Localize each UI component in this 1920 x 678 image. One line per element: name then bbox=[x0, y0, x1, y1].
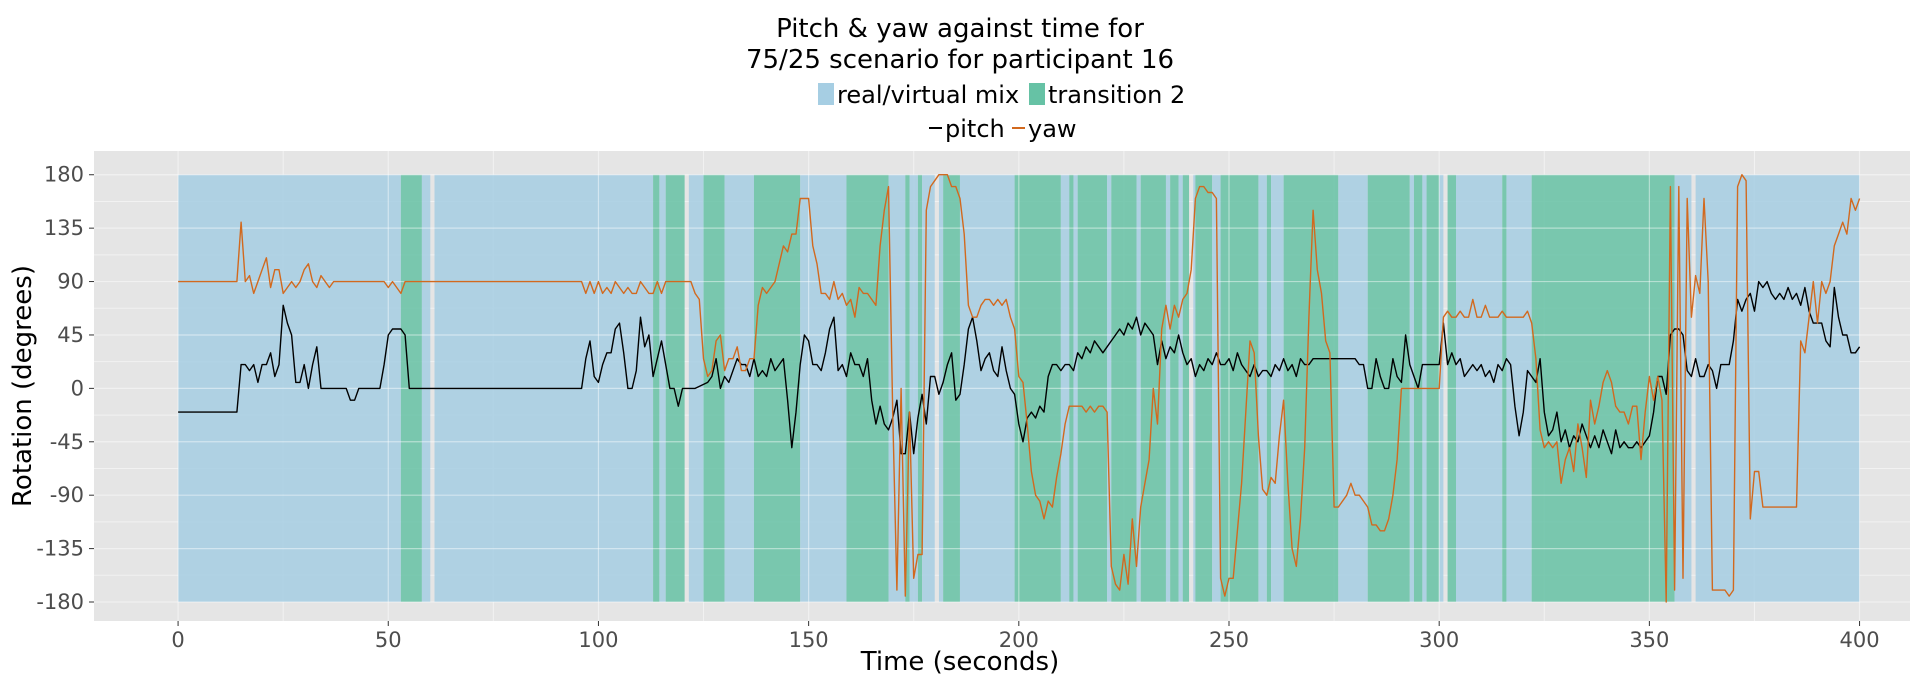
x-tick-label: 0 bbox=[171, 628, 184, 652]
region-real-virtual-mix bbox=[1193, 174, 1196, 603]
y-tick-label: 90 bbox=[57, 270, 84, 294]
region-real-virtual-mix bbox=[800, 174, 847, 603]
region-real-virtual-mix bbox=[1271, 174, 1284, 603]
region-real-virtual-mix bbox=[1506, 174, 1532, 603]
y-tick-label: -135 bbox=[36, 537, 84, 561]
region-transition-2 bbox=[1447, 174, 1456, 603]
x-axis-ticks: 0 50 100 150 200 250 300 350 400 bbox=[171, 621, 1880, 652]
region-transition-2 bbox=[943, 174, 960, 603]
region-real-virtual-mix bbox=[1107, 174, 1112, 603]
y-axis-label: Rotation (degrees) bbox=[8, 265, 38, 507]
series-lines bbox=[178, 174, 1861, 603]
legend-label-transition-2: transition 2 bbox=[1048, 81, 1185, 109]
y-tick-label: 45 bbox=[57, 323, 84, 347]
region-real-virtual-mix bbox=[888, 174, 906, 603]
y-tick-label: 0 bbox=[71, 376, 84, 400]
region-transition-2 bbox=[1170, 174, 1179, 603]
x-tick-label: 400 bbox=[1840, 628, 1880, 652]
region-real-virtual-mix bbox=[1439, 174, 1444, 603]
region-transition-2 bbox=[1182, 174, 1190, 603]
region-transition-2 bbox=[1111, 174, 1137, 603]
region-transition-2 bbox=[653, 174, 660, 603]
x-tick-label: 50 bbox=[375, 628, 402, 652]
region-bands bbox=[178, 174, 1860, 603]
region-real-virtual-mix bbox=[1178, 174, 1183, 603]
region-real-virtual-mix bbox=[1695, 174, 1860, 603]
region-real-virtual-mix bbox=[1136, 174, 1141, 603]
region-real-virtual-mix bbox=[1073, 174, 1078, 603]
region-transition-2 bbox=[1283, 174, 1339, 603]
y-tick-label: -90 bbox=[50, 483, 84, 507]
region-real-virtual-mix bbox=[724, 174, 754, 603]
y-axis-ticks: 180 135 90 45 0 -45 -90 -135 -180 bbox=[36, 163, 94, 614]
legend-label-pitch: pitch bbox=[945, 115, 1005, 143]
region-real-virtual-mix bbox=[1674, 174, 1692, 603]
legend-label-yaw: yaw bbox=[1028, 115, 1077, 143]
chart-title-line-2: 75/25 scenario for participant 16 bbox=[746, 45, 1174, 75]
region-transition-2 bbox=[703, 174, 725, 603]
y-tick-label: -180 bbox=[36, 590, 84, 614]
region-transition-2 bbox=[1077, 174, 1108, 603]
series-line-yaw bbox=[178, 174, 1861, 603]
region-real-virtual-mix bbox=[1212, 174, 1221, 603]
region-transition-2 bbox=[1531, 174, 1675, 603]
region-transition-2 bbox=[1014, 174, 1061, 603]
region-transition-2 bbox=[846, 174, 889, 603]
y-tick-label: -45 bbox=[50, 430, 84, 454]
region-real-virtual-mix bbox=[959, 174, 1015, 603]
region-transition-2 bbox=[905, 174, 910, 603]
region-real-virtual-mix bbox=[1060, 174, 1070, 603]
series-line-pitch bbox=[178, 280, 1861, 455]
region-real-virtual-mix bbox=[659, 174, 666, 603]
region-real-virtual-mix bbox=[1258, 174, 1267, 603]
region-transition-2 bbox=[917, 174, 923, 603]
region-real-virtual-mix bbox=[909, 174, 918, 603]
legend-label-real-virtual-mix: real/virtual mix bbox=[837, 81, 1019, 109]
region-transition-2 bbox=[753, 174, 801, 603]
legend-swatch-transition-2 bbox=[1029, 83, 1045, 105]
y-tick-label: 180 bbox=[44, 163, 84, 187]
region-transition-2 bbox=[1502, 174, 1507, 603]
grid-major bbox=[94, 151, 1910, 621]
region-transition-2 bbox=[1220, 174, 1259, 603]
x-tick-label: 350 bbox=[1629, 628, 1669, 652]
x-tick-label: 100 bbox=[578, 628, 618, 652]
region-real-virtual-mix bbox=[1338, 174, 1368, 603]
x-tick-label: 250 bbox=[1209, 628, 1249, 652]
region-transition-2 bbox=[1069, 174, 1074, 603]
y-tick-label: 135 bbox=[44, 216, 84, 240]
region-real-virtual-mix bbox=[1456, 174, 1503, 603]
legend-swatch-real-virtual-mix bbox=[818, 83, 834, 105]
x-axis-label: Time (seconds) bbox=[860, 647, 1059, 677]
x-tick-label: 150 bbox=[789, 628, 829, 652]
x-tick-label: 200 bbox=[999, 628, 1039, 652]
x-tick-label: 300 bbox=[1419, 628, 1459, 652]
region-real-virtual-mix bbox=[1165, 174, 1171, 603]
region-transition-2 bbox=[1195, 174, 1213, 603]
region-transition-2 bbox=[1266, 174, 1272, 603]
chart-title-line-1: Pitch & yaw against time for bbox=[776, 14, 1144, 44]
